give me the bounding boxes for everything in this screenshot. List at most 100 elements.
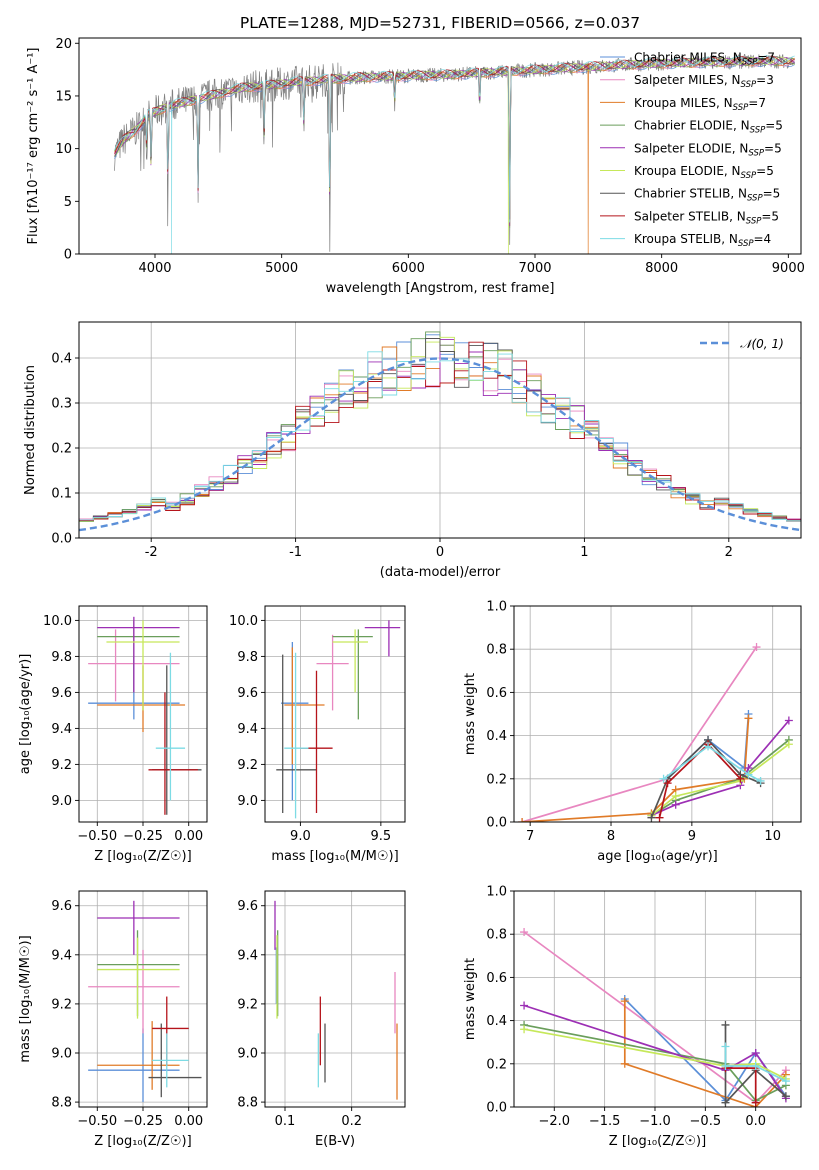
- data-point-marker: [744, 770, 753, 779]
- legend-subscript: SSP: [733, 103, 749, 113]
- y-tick-label: 9.6: [237, 899, 258, 914]
- plot-area-age-vs-mass: [276, 620, 401, 819]
- legend-name: Kroupa ELODIE, N: [634, 164, 741, 178]
- y-tick-label: 0.2: [486, 772, 507, 787]
- grid: [265, 606, 405, 822]
- series-line-salpeter-stelib: [658, 742, 742, 818]
- plot-area-residual-histogram: [79, 331, 801, 532]
- series-line-kroupa-stelib: [663, 745, 762, 782]
- y-tick-label: 0.1: [51, 487, 72, 502]
- x-tick-label: −1.0: [639, 1114, 671, 1129]
- legend-subscript: SSP: [742, 58, 758, 68]
- legend-name: Chabrier STELIB, N: [634, 187, 747, 201]
- y-tick-label: 9.0: [237, 794, 258, 809]
- data-point-marker: [663, 779, 672, 788]
- x-tick-label: 4000: [138, 261, 171, 276]
- series-line-kroupa-elodie: [523, 1028, 787, 1080]
- x-axis-label: E(B-V): [315, 1134, 355, 1149]
- axes-mass-vs-Z: −0.50 −0.25 0.00 8.8 9.0 9.2 9.4 9.6 Z [log₁₀(Z/…: [18, 890, 208, 1149]
- x-tick-label: 9: [688, 829, 696, 844]
- y-tick-label: 0.6: [486, 686, 507, 701]
- x-tick-label: 6000: [392, 261, 425, 276]
- data-point-marker: [736, 774, 745, 783]
- series-line-chabrier-elodie: [523, 1024, 787, 1102]
- data-point-marker: [620, 1059, 629, 1068]
- histogram-legend: 𝒩(0, 1): [700, 337, 784, 351]
- legend-name: Kroupa STELIB, N: [634, 232, 738, 246]
- data-point-marker: [520, 1025, 529, 1034]
- x-tick-label: −2.0: [538, 1114, 570, 1129]
- axes-age-vs-Z: −0.50 −0.25 0.00 9.0 9.2 9.4 9.6 9.8 10.0 Z [log₁…: [18, 605, 208, 864]
- x-tick-label: 10: [764, 829, 781, 844]
- x-tick-label: −1.5: [589, 1114, 621, 1129]
- y-tick-label: 0.0: [486, 1101, 507, 1116]
- y-tick-label: 0.2: [486, 1057, 507, 1072]
- x-tick-label: −0.50: [77, 1114, 117, 1129]
- data-point-marker: [520, 1001, 529, 1010]
- y-tick-label: 0.0: [51, 532, 72, 547]
- y-tick-label: 0.6: [486, 971, 507, 986]
- model-line-salpeter-elodie: [114, 57, 795, 227]
- axes-age-vs-mass: 9.0 9.5 9.0 9.2 9.4 9.6 9.8 10.0 mass [log₁₀(M/M…: [229, 605, 406, 864]
- plot-area-mass-weight-vs-age: [518, 643, 793, 822]
- y-tick-label: 0.8: [486, 643, 507, 658]
- y-tick-label: 9.0: [237, 1047, 258, 1062]
- x-tick-label: 1: [580, 545, 588, 560]
- x-tick-label: -1: [289, 545, 302, 560]
- legend-name: Chabrier ELODIE, N: [634, 119, 750, 133]
- y-axis-label: mass weight: [463, 958, 478, 1040]
- legend-count: =5: [763, 187, 781, 201]
- legend-subscript: SSP: [748, 148, 764, 158]
- data-point-marker: [620, 997, 629, 1006]
- x-tick-label: 0.00: [174, 829, 203, 844]
- data-point-marker: [721, 1020, 730, 1029]
- normal-reference-curve: [79, 357, 801, 532]
- data-point-marker: [744, 714, 753, 723]
- legend-label: Salpeter MILES, NSSP=3: [634, 73, 774, 90]
- series-line-kroupa-miles: [623, 1001, 787, 1107]
- y-tick-label: 9.4: [51, 722, 72, 737]
- legend-subscript: SSP: [747, 194, 763, 204]
- legend-subscript: SSP: [750, 126, 766, 136]
- y-tick-label: 10.0: [43, 614, 72, 629]
- y-tick-label: 9.6: [237, 686, 258, 701]
- x-tick-label: 0.2: [341, 1114, 362, 1129]
- x-tick-label: 7000: [518, 261, 551, 276]
- y-tick-label: 9.8: [51, 650, 72, 665]
- x-tick-label: −0.25: [123, 829, 163, 844]
- y-tick-label: 0.4: [486, 729, 507, 744]
- model-line-salpeter-miles: [114, 58, 795, 223]
- figure-title: PLATE=1288, MJD=52731, FIBERID=0566, z=0…: [240, 14, 640, 32]
- y-tick-label: 9.8: [237, 650, 258, 665]
- x-tick-label: −0.50: [77, 829, 117, 844]
- y-axis-label: mass [log₁₀(M/M☉)]: [18, 935, 33, 1062]
- x-axis-label: wavelength [Angstrom, rest frame]: [326, 281, 555, 296]
- axes-frame: [264, 605, 406, 823]
- y-tick-label: 9.2: [51, 997, 72, 1012]
- grid: [265, 891, 405, 1107]
- data-point-marker: [647, 813, 656, 822]
- data-point-marker: [751, 1049, 760, 1057]
- x-tick-label: 0.0: [745, 1114, 766, 1129]
- data-point-marker: [721, 1061, 730, 1070]
- axes-mass-weight-vs-age: 7 8 9 10 0.0 0.2 0.4 0.6 0.8 1.0 age [log₁₀(age/yr…: [463, 600, 802, 864]
- x-tick-label: 8: [607, 829, 615, 844]
- series-line-kroupa-stelib: [724, 1046, 787, 1082]
- legend-count: =7: [748, 96, 766, 110]
- data-point-marker: [520, 928, 529, 937]
- hist-step-salpeter-stelib: [79, 341, 801, 521]
- plot-area-mass-vs-Z: [88, 900, 202, 1103]
- series-line-chabrier-elodie: [650, 739, 790, 817]
- y-tick-label: 8.8: [51, 1096, 72, 1111]
- legend-subscript: SSP: [746, 216, 762, 226]
- y-tick-label: 0.3: [51, 397, 72, 412]
- y-axis-label: Flux [fλ10⁻¹⁷ erg cm⁻² s⁻¹ A⁻¹]: [26, 48, 41, 245]
- y-tick-label: 1.0: [486, 600, 507, 615]
- data-point-marker: [659, 774, 668, 783]
- y-tick-label: 9.0: [51, 794, 72, 809]
- y-axis-label: age [log₁₀(age/yr)]: [18, 654, 33, 775]
- x-axis-label: Z [log₁₀(Z/Z☉)]: [94, 1134, 191, 1149]
- data-point-marker: [781, 1077, 790, 1086]
- data-point-marker: [704, 742, 713, 751]
